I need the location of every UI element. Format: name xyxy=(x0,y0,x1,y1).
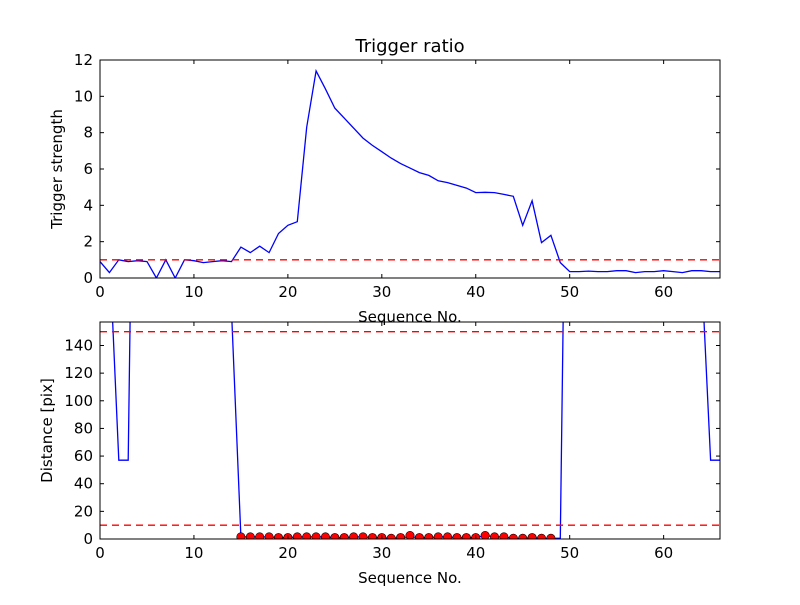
data-point xyxy=(433,532,443,539)
x-tick-label: 20 xyxy=(278,283,297,301)
data-point xyxy=(405,531,415,539)
y-tick-label: 20 xyxy=(74,502,93,520)
data-point xyxy=(452,533,462,539)
data-point xyxy=(349,532,359,539)
data-point xyxy=(443,532,453,539)
data-point xyxy=(320,532,330,539)
data-point xyxy=(490,532,500,539)
data-point xyxy=(414,533,424,539)
data-point xyxy=(255,532,265,539)
data-point xyxy=(367,533,377,539)
y-axis-label: Distance [pix] xyxy=(38,378,56,483)
y-tick-label: 80 xyxy=(74,419,93,437)
x-tick-label: 20 xyxy=(278,544,297,562)
data-point xyxy=(518,533,528,539)
axes-frame xyxy=(99,321,721,540)
y-tick-label: 140 xyxy=(64,336,93,354)
data-point xyxy=(499,532,509,539)
axes-frame xyxy=(99,59,721,279)
x-tick-label: 0 xyxy=(95,544,105,562)
x-tick-label: 30 xyxy=(372,544,391,562)
y-tick-label: 60 xyxy=(74,447,93,465)
plot-area xyxy=(100,322,720,539)
subplot-1: 0 10 20 30 40 50 60 0 2 4 6 8 10 12 Trigger ratio Seque… xyxy=(48,36,721,326)
y-axis-label: Trigger strength xyxy=(48,109,66,230)
y-tick-label: 6 xyxy=(83,160,93,178)
data-point xyxy=(537,533,547,539)
y-tick-label: 40 xyxy=(74,475,93,493)
y-tick-label: 12 xyxy=(74,51,93,69)
data-point xyxy=(311,532,321,539)
data-point xyxy=(339,533,349,539)
data-point xyxy=(292,532,302,539)
data-point xyxy=(527,533,537,539)
x-tick-label: 60 xyxy=(654,544,673,562)
y-tick-label: 0 xyxy=(83,530,93,548)
data-point xyxy=(424,533,434,539)
data-point xyxy=(396,533,406,539)
x-tick-label: 50 xyxy=(560,544,579,562)
x-axis-label: Sequence No. xyxy=(358,308,462,326)
data-point xyxy=(508,533,518,539)
y-tick-label: 100 xyxy=(64,392,93,410)
series-line xyxy=(100,68,720,278)
data-point xyxy=(236,532,246,539)
data-point xyxy=(386,533,396,539)
x-axis-label: Sequence No. xyxy=(358,569,462,587)
x-tick-label: 40 xyxy=(466,544,485,562)
data-point xyxy=(302,532,312,539)
x-tick-label: 30 xyxy=(372,283,391,301)
data-point xyxy=(264,532,274,539)
data-point xyxy=(330,533,340,539)
data-point xyxy=(546,533,556,539)
data-point xyxy=(480,531,490,539)
subplot-2: 0 10 20 30 40 50 60 0 20 40 60 80 100 120 140 Sequence … xyxy=(38,321,721,587)
y-tick-label: 4 xyxy=(83,196,93,214)
x-tick-label: 10 xyxy=(184,283,203,301)
y-tick-label: 8 xyxy=(83,124,93,142)
chart-title: Trigger ratio xyxy=(354,36,464,57)
data-point xyxy=(358,532,368,539)
y-tick-label: 120 xyxy=(64,364,93,382)
y-tick-label: 10 xyxy=(74,87,93,105)
data-point xyxy=(273,533,283,539)
x-tick-label: 0 xyxy=(95,283,105,301)
y-tick-label: 2 xyxy=(83,233,93,251)
x-tick-label: 60 xyxy=(654,283,673,301)
series-line xyxy=(112,322,720,539)
data-point xyxy=(245,532,255,539)
data-point xyxy=(461,533,471,539)
x-tick-label: 40 xyxy=(466,283,485,301)
x-tick-label: 50 xyxy=(560,283,579,301)
plot-area xyxy=(100,68,720,278)
y-tick-label: 0 xyxy=(83,269,93,287)
x-tick-label: 10 xyxy=(184,544,203,562)
